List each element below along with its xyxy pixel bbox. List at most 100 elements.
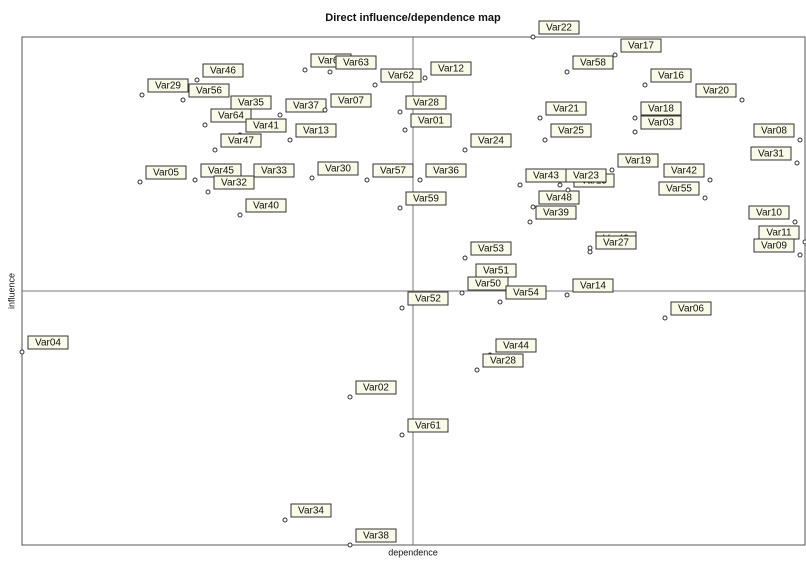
y-axis-label: influence: [6, 273, 16, 309]
point: [195, 78, 199, 82]
point-label: Var50: [475, 279, 501, 290]
point: [348, 543, 352, 547]
point-label: Var44: [503, 341, 529, 352]
point-label: Var43: [533, 171, 559, 182]
point-label: Var41: [253, 121, 279, 132]
point: [798, 138, 802, 142]
point: [463, 148, 467, 152]
point-label: Var09: [761, 241, 787, 252]
point-label: Var58: [580, 58, 606, 69]
point: [20, 350, 24, 354]
point: [703, 196, 707, 200]
point: [798, 253, 802, 257]
point: [663, 316, 667, 320]
point: [566, 188, 570, 192]
point-label: Var48: [546, 193, 572, 204]
point-label: Var33: [261, 166, 287, 177]
point: [588, 246, 592, 250]
point-label: Var24: [478, 136, 504, 147]
point: [531, 205, 535, 209]
point: [558, 183, 562, 187]
point-label: Var19: [625, 156, 651, 167]
point: [400, 433, 404, 437]
point-label: Var40: [253, 201, 279, 212]
point: [181, 98, 185, 102]
point: [613, 53, 617, 57]
point-label: Var38: [363, 531, 389, 542]
point: [323, 108, 327, 112]
point-label: Var64: [218, 111, 244, 122]
point-label: Var30: [325, 164, 351, 175]
point-label: Var39: [543, 208, 569, 219]
point-label: Var02: [363, 383, 389, 394]
point-label: Var53: [478, 244, 504, 255]
point: [498, 300, 502, 304]
point-label: Var62: [388, 71, 414, 82]
point-label: Var21: [553, 104, 579, 115]
point-label: Var31: [758, 149, 784, 160]
point: [400, 306, 404, 310]
point: [588, 250, 592, 254]
point: [543, 138, 547, 142]
point-label: Var59: [413, 194, 439, 205]
point: [418, 178, 422, 182]
chart-title: Direct influence/dependence map: [325, 12, 501, 24]
point-label: Var14: [580, 281, 606, 292]
point: [633, 116, 637, 120]
point: [633, 130, 637, 134]
point-label: Var52: [415, 294, 441, 305]
point-label: Var18: [648, 104, 674, 115]
point: [398, 206, 402, 210]
point-label: Var56: [196, 86, 222, 97]
point: [463, 256, 467, 260]
point: [278, 113, 282, 117]
point-label: Var12: [438, 64, 464, 75]
point: [303, 68, 307, 72]
point: [531, 35, 535, 39]
point: [740, 98, 744, 102]
point: [365, 178, 369, 182]
point-label: Var25: [558, 126, 584, 137]
point: [238, 213, 242, 217]
chart: Direct influence/dependence map dependen…: [0, 0, 806, 559]
point: [288, 138, 292, 142]
point: [793, 220, 797, 224]
point-label: Var01: [418, 116, 444, 127]
point-label: Var57: [380, 166, 406, 177]
point: [206, 190, 210, 194]
point: [328, 70, 332, 74]
point-label: Var35: [238, 98, 264, 109]
point-label: Var10: [756, 208, 782, 219]
point-label: Var27: [603, 238, 629, 249]
point-label: Var05: [153, 168, 179, 179]
point-label: Var13: [303, 126, 329, 137]
point-label: Var54: [513, 288, 539, 299]
point-label: Var47: [228, 136, 254, 147]
point: [565, 293, 569, 297]
point: [518, 183, 522, 187]
point-label: Var61: [415, 421, 441, 432]
x-axis-label: dependence: [388, 547, 438, 557]
point-label: Var51: [483, 266, 509, 277]
point-label: Var29: [155, 81, 181, 92]
point-label: Var04: [35, 338, 61, 349]
point: [643, 83, 647, 87]
point-label: Var16: [658, 71, 684, 82]
point-label: Var37: [293, 101, 319, 112]
point: [398, 110, 402, 114]
point: [423, 76, 427, 80]
point-label: Var55: [666, 184, 692, 195]
point: [310, 176, 314, 180]
point: [193, 178, 197, 182]
point-label: Var20: [703, 86, 729, 97]
point: [795, 161, 799, 165]
point: [138, 180, 142, 184]
point: [460, 291, 464, 295]
point: [565, 70, 569, 74]
point: [403, 128, 407, 132]
point-label: Var32: [221, 178, 247, 189]
point-label: Var46: [210, 66, 236, 77]
point: [373, 83, 377, 87]
point-label: Var06: [678, 304, 704, 315]
point: [283, 518, 287, 522]
